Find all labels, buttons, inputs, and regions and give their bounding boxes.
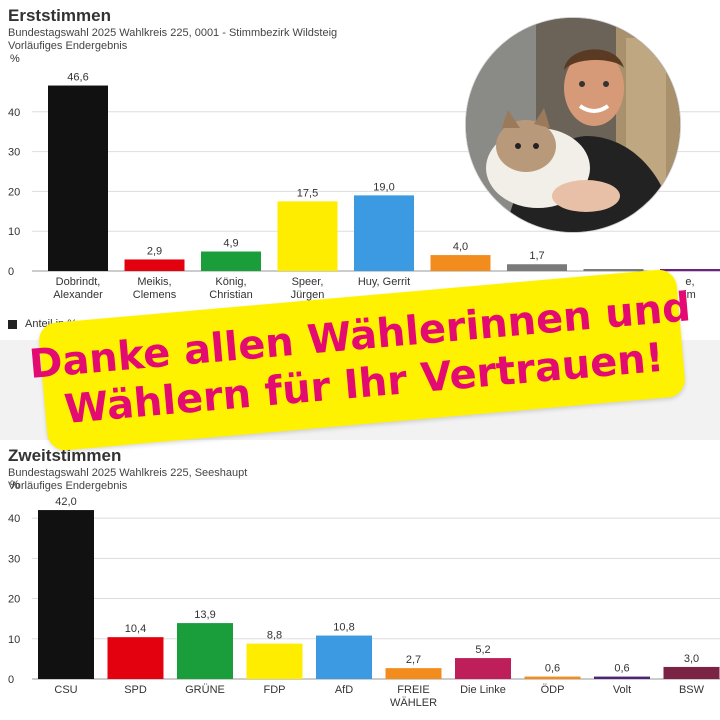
data-label: 19,0 (373, 181, 394, 193)
x-tick-label: im (684, 289, 696, 301)
y-tick-label: 10 (8, 634, 20, 646)
chart-note: Vorläufiges Endergebnis (8, 40, 128, 52)
data-label: 2,7 (406, 654, 421, 666)
data-label: 1,7 (529, 250, 544, 262)
y-tick-label: 40 (8, 513, 20, 525)
bar (507, 264, 567, 271)
bar (594, 676, 650, 679)
x-tick-label: Dobrindt, (56, 276, 101, 288)
x-tick-label: ÖDP (541, 684, 565, 696)
bar (583, 269, 644, 271)
zweitstimmen-panel: Zweitstimmen Bundestagswahl 2025 Wahlkre… (0, 440, 720, 720)
x-tick-label: WÄHLER (390, 697, 437, 709)
y-tick-label: 10 (8, 226, 20, 238)
data-label: 10,4 (125, 623, 146, 635)
chart-title: Erststimmen (8, 6, 111, 25)
y-tick-label: 0 (8, 674, 14, 686)
x-tick-label: Jürgen (291, 289, 325, 301)
bar (524, 676, 581, 679)
bar (48, 85, 108, 271)
erststimmen-chart: % 0 10 20 30 40 46,6 Dobrindt,Alexander 2,9 Meiki… (8, 53, 720, 301)
data-label: 0,6 (545, 663, 560, 675)
x-tick-label: Alexander (53, 289, 103, 301)
y-tick-label: 30 (8, 147, 20, 159)
data-label: 5,2 (475, 644, 490, 656)
x-tick-label: Volt (613, 684, 631, 696)
x-tick-label: FREIE (397, 684, 429, 696)
legend-swatch (8, 319, 17, 329)
y-axis-unit: % (10, 53, 20, 65)
data-label: 4,9 (223, 237, 238, 249)
chart-title: Zweitstimmen (8, 446, 122, 465)
bar (277, 201, 338, 271)
chart-note: Vorläufiges Endergebnis (8, 480, 128, 492)
data-label: 2,9 (147, 245, 162, 257)
x-tick-label: Die Linke (460, 684, 506, 696)
bar (124, 259, 185, 271)
portrait-man-with-cat-icon (466, 18, 680, 232)
x-tick-label: Huy, Gerrit (358, 276, 410, 288)
y-tick-label: 20 (8, 594, 20, 606)
chart-subtitle: Bundestagswahl 2025 Wahlkreis 225, 0001 … (8, 27, 338, 39)
bar (354, 195, 414, 271)
y-tick-label: 40 (8, 107, 20, 119)
zweitstimmen-chart: % 0 10 20 30 40 42,0 CSU 10,4 SPD 13,9 GRÜNE 8,8 FDP 1… (8, 479, 720, 709)
data-label: 3,0 (684, 653, 699, 665)
bar (316, 635, 372, 679)
bar (660, 269, 720, 271)
bar (107, 637, 164, 679)
bar (663, 666, 720, 679)
x-tick-label: Speer, (292, 276, 324, 288)
x-tick-label: GRÜNE (185, 684, 225, 696)
x-tick-label: e, (685, 276, 694, 288)
x-tick-label: BSW (679, 684, 705, 696)
data-label: 0,6 (614, 663, 629, 675)
x-tick-label: FDP (264, 684, 286, 696)
data-label: 13,9 (194, 609, 215, 621)
x-tick-label: SPD (124, 684, 147, 696)
x-tick-label: AfD (335, 684, 353, 696)
bar (455, 658, 511, 679)
x-tick-label: CSU (54, 684, 77, 696)
bar (177, 623, 233, 679)
y-axis-unit: % (10, 479, 20, 491)
data-label: 10,8 (333, 622, 354, 634)
bar (246, 643, 303, 679)
x-tick-label: König, (215, 276, 246, 288)
portrait-photo (466, 18, 680, 232)
y-tick-label: 30 (8, 553, 20, 565)
bar (201, 251, 261, 271)
data-label: 46,6 (67, 72, 88, 84)
y-tick-label: 20 (8, 186, 20, 198)
y-tick-label: 0 (8, 266, 14, 278)
x-tick-label: Meikis, (137, 276, 171, 288)
chart-subtitle: Bundestagswahl 2025 Wahlkreis 225, Seesh… (8, 467, 248, 479)
data-label: 8,8 (267, 630, 282, 642)
bar (385, 668, 442, 679)
bar (430, 255, 491, 271)
data-label: 42,0 (55, 496, 76, 508)
bar (38, 510, 94, 679)
data-label: 4,0 (453, 241, 468, 253)
data-label: 17,5 (297, 187, 318, 199)
x-tick-label: Christian (209, 289, 252, 301)
x-tick-label: Clemens (133, 289, 177, 301)
